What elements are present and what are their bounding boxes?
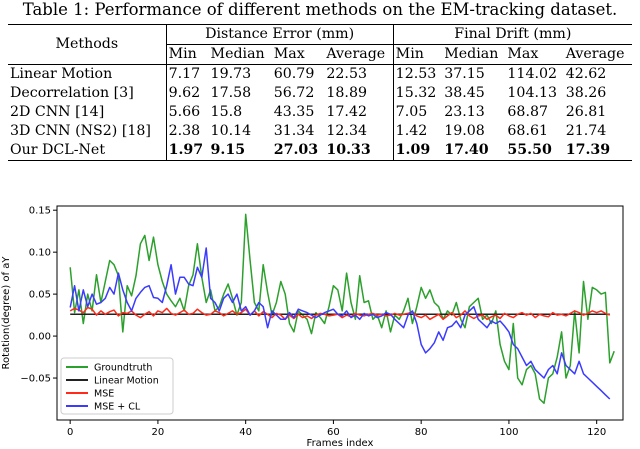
table-cell: 19.73 [208, 64, 272, 84]
table-cell: 38.45 [444, 85, 485, 101]
table-cell: 56.72 [273, 85, 315, 101]
series-line-mse-cl [69, 247, 611, 400]
table-row-ours: Our DCL-Net 1.97 9.15 27.03 10.33 1.09 1… [8, 141, 632, 161]
x-tick-label: 100 [499, 427, 518, 438]
methods-header: Methods [8, 24, 167, 65]
table-row: Decorrelation [3] 9.62 17.58 56.72 18.89… [8, 84, 632, 103]
x-tick-label: 120 [587, 427, 606, 438]
method-name: Linear Motion [8, 64, 167, 84]
table-cell: 17.39 [563, 141, 632, 161]
subheader-cell: Max [507, 46, 539, 62]
table-row: 2D CNN [14] 5.66 15.8 43.35 17.42 7.05 2… [8, 103, 632, 122]
table-cell: 5.66 [165, 103, 209, 122]
subheader-cell: Average [326, 46, 386, 62]
distance-error-header: Distance Error (mm) [165, 24, 394, 45]
method-name: Decorrelation [3] [10, 85, 134, 101]
table-cell: 21.74 [565, 123, 607, 139]
table-cell: 43.35 [273, 104, 315, 120]
table-cell: 104.13 [507, 85, 558, 101]
legend-box [60, 357, 174, 415]
table-cell: 15.8 [210, 104, 243, 120]
table-cell: 68.87 [507, 104, 549, 120]
table-cell: 42.62 [563, 64, 632, 84]
table-cell: 9.15 [208, 141, 272, 161]
table-cell: 12.34 [326, 123, 367, 139]
table-cell: 12.53 [392, 64, 443, 84]
series-line-groundtruth [69, 213, 615, 404]
table-cell: 17.42 [326, 104, 367, 120]
table-caption: Table 1: Performance of different method… [22, 0, 618, 19]
subheader-cell: Average [565, 46, 625, 62]
y-tick-label: 0.10 [29, 248, 51, 259]
method-name: 2D CNN [14] [10, 104, 105, 120]
table-cell: 2.38 [165, 122, 209, 141]
x-tick-label: 20 [152, 427, 165, 438]
x-tick-label: 40 [239, 427, 252, 438]
rotation-chart: −0.05 0.00 0.05 0.10 0.15 0 20 40 60 80 100 120 Fr… [1, 205, 624, 449]
table-cell: 1.09 [392, 141, 443, 161]
y-tick-label: 0.05 [29, 290, 51, 301]
table-cell: 23.13 [444, 104, 485, 120]
legend-label: Linear Motion [94, 376, 159, 387]
y-tick-label: −0.05 [20, 374, 51, 385]
table-subheader-row: Min Median Max Average Min Median Max Av… [8, 44, 632, 65]
table-cell: 38.26 [565, 85, 607, 101]
table-cell: 22.53 [324, 64, 394, 84]
table-cell: 60.79 [271, 64, 325, 84]
legend-label: Groundtruth [94, 363, 152, 374]
legend-label: MSE + CL [94, 402, 141, 413]
subheader-cell: Min [392, 44, 443, 65]
x-tick-label: 80 [415, 427, 428, 438]
table-cell: 1.97 [165, 141, 209, 161]
table-cell: 10.33 [324, 141, 394, 161]
table-header-row: Methods Distance Error (mm) Final Drift … [8, 24, 632, 65]
x-tick-label: 60 [327, 427, 340, 438]
x-axis-label: Frames index [307, 438, 374, 449]
results-table: Methods Distance Error (mm) Final Drift … [8, 24, 632, 161]
table-cell: 37.15 [442, 64, 506, 84]
table-cell: 10.14 [210, 123, 252, 139]
table-cell: 55.50 [505, 141, 564, 161]
table-cell: 17.40 [442, 141, 506, 161]
subheader-cell: Min [165, 44, 209, 65]
table-cell: 114.02 [505, 64, 564, 84]
table-cell: 9.62 [165, 84, 209, 103]
y-tick-label: 0.15 [29, 206, 51, 217]
y-axis-label: Rotation(degree) of aY [1, 256, 12, 370]
x-tick-label: 0 [67, 427, 73, 438]
table-cell: 26.81 [565, 104, 607, 120]
method-name: Our DCL-Net [8, 141, 167, 161]
final-drift-header: Final Drift (mm) [392, 24, 632, 45]
subheader-cell: Median [210, 46, 265, 62]
subheader-cell: Max [273, 46, 305, 62]
plot-frame [56, 205, 624, 421]
table-cell: 19.08 [444, 123, 485, 139]
table-cell: 68.61 [507, 123, 549, 139]
table-cell: 1.42 [392, 122, 443, 141]
table-cell: 7.17 [165, 64, 209, 84]
table-cell: 31.34 [273, 123, 315, 139]
table-cell: 7.05 [392, 103, 443, 122]
series-line-mse [69, 306, 611, 321]
table-row: 3D CNN (NS2) [18] 2.38 10.14 31.34 12.34… [8, 122, 632, 141]
legend: Groundtruth Linear Motion MSE MSE + CL [60, 357, 174, 415]
table-cell: 17.58 [210, 85, 252, 101]
table-cell: 18.89 [326, 85, 367, 101]
method-name: 3D CNN (NS2) [18] [10, 123, 151, 139]
subheader-cell: Median [444, 46, 499, 62]
table-cell: 27.03 [271, 141, 325, 161]
table-row: Linear Motion 7.17 19.73 60.79 22.53 12.… [8, 64, 632, 84]
legend-label: MSE [94, 389, 114, 400]
table-cell: 15.32 [392, 84, 443, 103]
y-tick-label: 0.00 [29, 332, 51, 343]
